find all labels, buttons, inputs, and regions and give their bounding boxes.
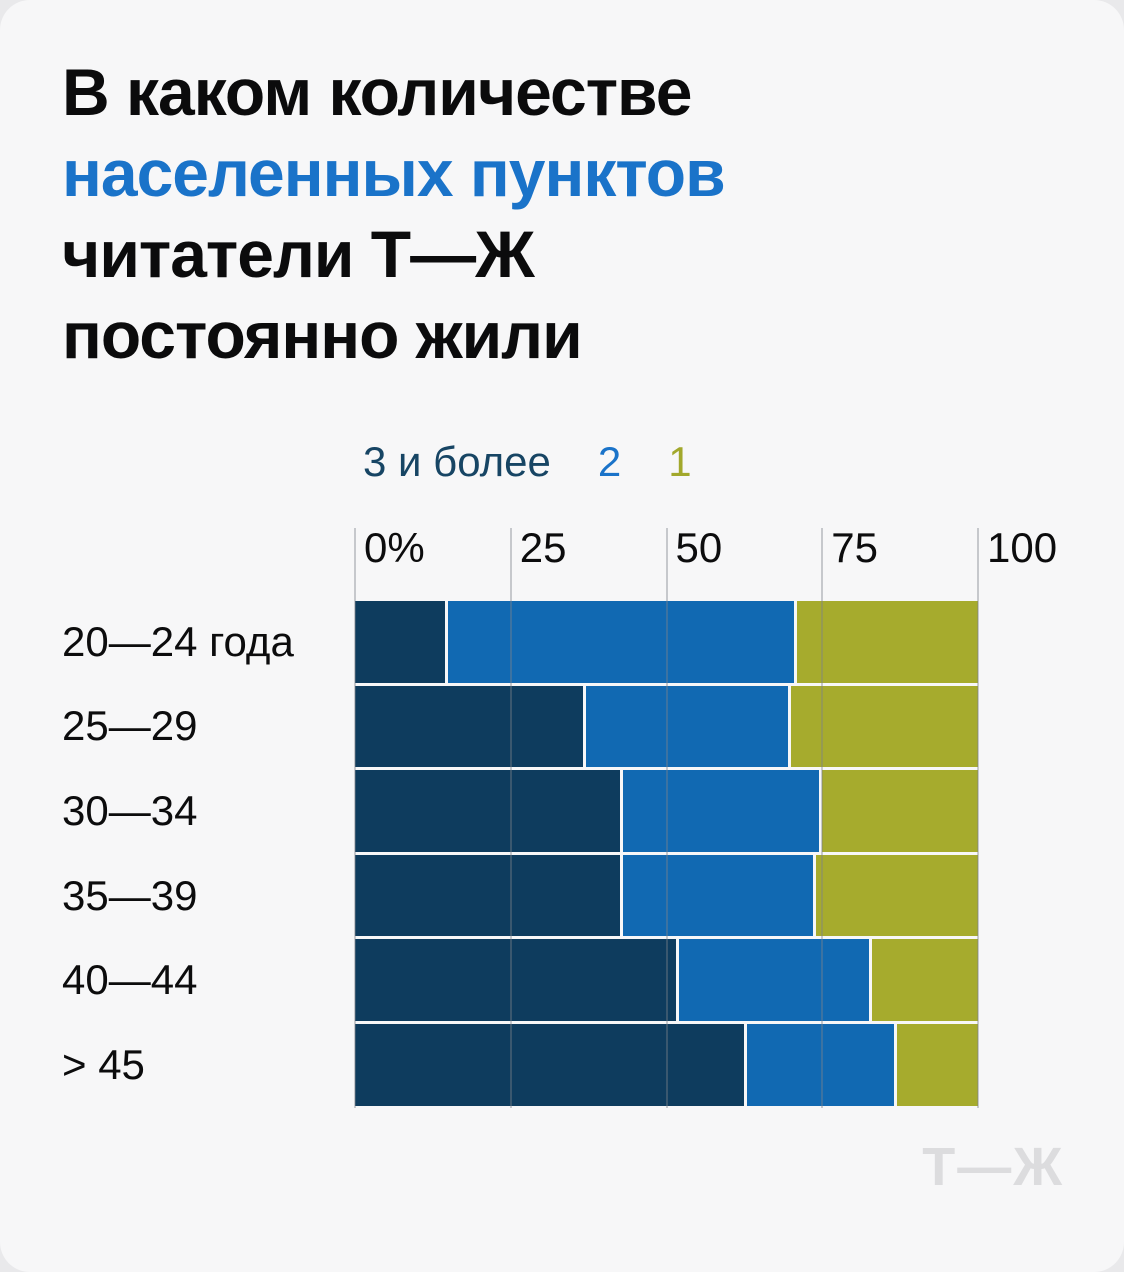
bar-segment bbox=[355, 1024, 748, 1106]
legend-item-2: 2 bbox=[597, 438, 622, 485]
axis-tick-label: 25 bbox=[519, 524, 567, 571]
gridline bbox=[665, 528, 668, 1108]
row-label: 30—34 bbox=[62, 787, 198, 834]
chart-legend: 3 и более 2 1 bbox=[363, 438, 692, 486]
bar-segment bbox=[791, 685, 978, 768]
bar-segment bbox=[622, 854, 816, 937]
title-line-3: читатели Т—Ж bbox=[62, 217, 535, 291]
gridline bbox=[977, 528, 979, 1108]
row-label: 25—29 bbox=[62, 702, 198, 750]
axis-tick-label: 100 bbox=[987, 524, 1058, 571]
bar-segment bbox=[822, 770, 978, 852]
chart-title: В каком количестве населенных пунктов чи… bbox=[62, 52, 1042, 376]
bar-segment bbox=[622, 770, 823, 852]
row-label: > 45 bbox=[62, 1040, 145, 1088]
tj-logo-watermark: Т—Ж bbox=[922, 1137, 1064, 1197]
bar-segment bbox=[747, 1024, 897, 1106]
gridline bbox=[354, 528, 356, 1108]
bar-segment bbox=[355, 770, 623, 852]
row-label: 35—39 bbox=[62, 871, 198, 919]
title-line-4: постоянно жили bbox=[62, 298, 583, 372]
bar-segment bbox=[872, 939, 978, 1021]
gridline bbox=[509, 528, 512, 1108]
legend-item-3-or-more: 3 и более bbox=[363, 438, 551, 485]
bar-segment bbox=[585, 685, 792, 768]
gridline bbox=[821, 528, 824, 1108]
bar-segment bbox=[797, 601, 978, 683]
legend-item-1: 1 bbox=[668, 438, 692, 485]
bar-segment bbox=[678, 939, 873, 1021]
bar-segment bbox=[355, 601, 449, 683]
axis-tick-label: 75 bbox=[831, 524, 878, 571]
axis-tick-label: 50 bbox=[675, 524, 723, 571]
bar-segment bbox=[355, 939, 679, 1021]
bar-segment bbox=[448, 601, 798, 683]
bar-segment bbox=[816, 854, 978, 937]
bar-segment bbox=[355, 685, 586, 768]
title-accent-line: населенных пунктов bbox=[62, 136, 726, 210]
bar-segment bbox=[355, 854, 623, 937]
row-label: 40—44 bbox=[62, 956, 198, 1004]
row-label: 20—24 года bbox=[62, 617, 294, 665]
axis-tick-label: 0% bbox=[364, 524, 425, 571]
title-line-1: В каком количестве bbox=[62, 55, 692, 129]
bar-segment bbox=[897, 1024, 978, 1106]
